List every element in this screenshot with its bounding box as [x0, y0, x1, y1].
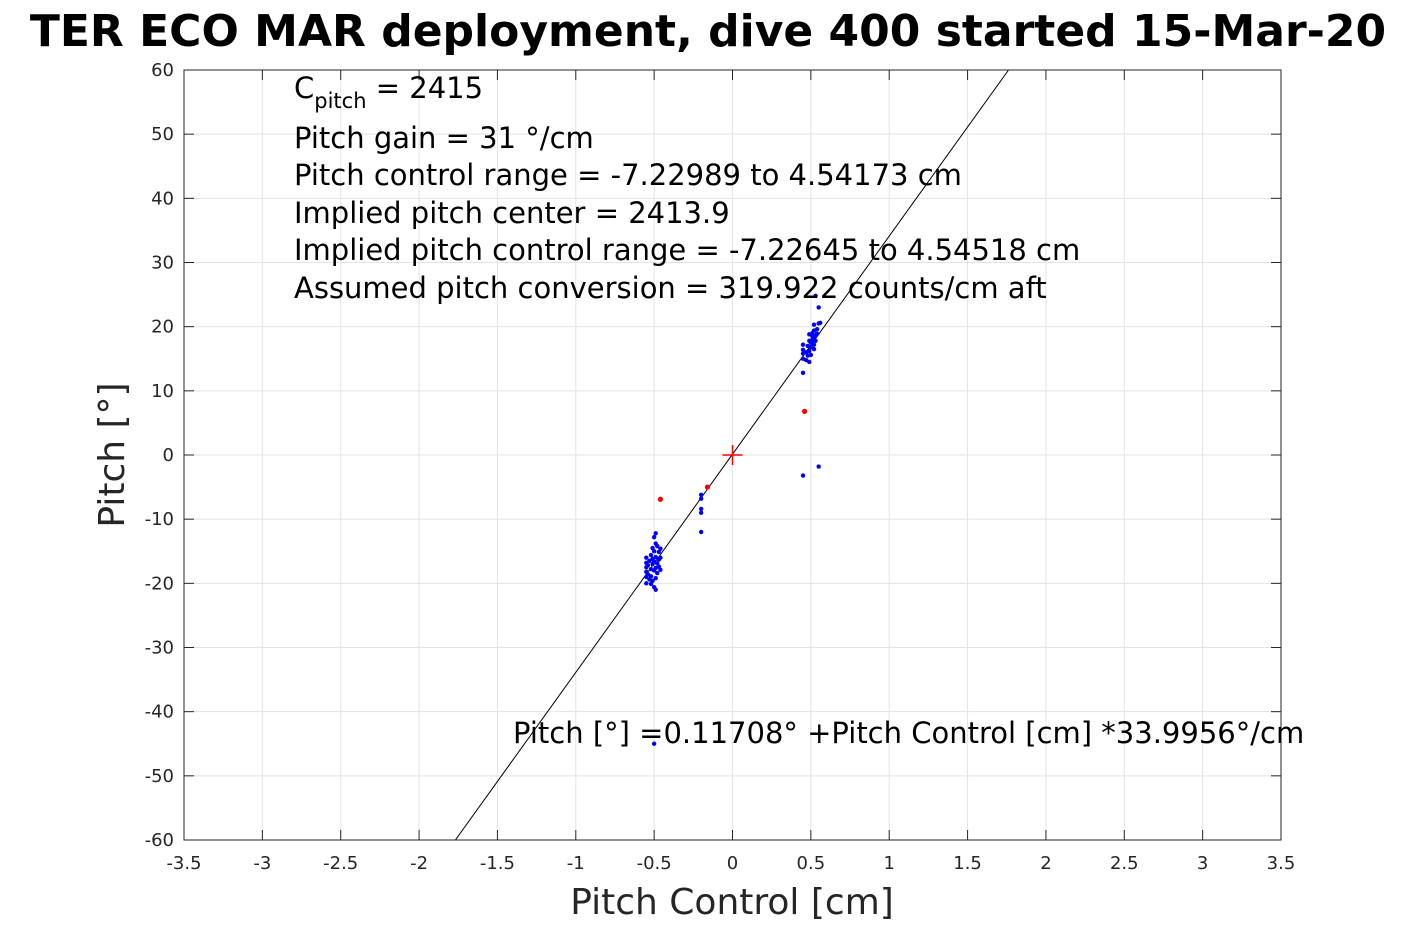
- data-point: [644, 581, 649, 586]
- data-point: [807, 359, 812, 365]
- y-tick-label: 10: [151, 381, 174, 402]
- annotation-pitch-subscript: pitch: [314, 89, 366, 113]
- data-point: [655, 543, 660, 549]
- y-tick-label: 0: [163, 445, 174, 466]
- data-point: [816, 464, 821, 469]
- y-tick-label: 40: [151, 188, 174, 209]
- annotation-implied-control-range: Implied pitch control range = -7.22645 t…: [294, 233, 1080, 267]
- x-tick-label: 0: [727, 853, 738, 874]
- data-point: [698, 506, 704, 512]
- data-point: [658, 567, 663, 573]
- data-point: [800, 347, 806, 352]
- data-point: [807, 348, 812, 354]
- y-tick-label: 30: [151, 253, 174, 274]
- y-tick-label: -40: [145, 702, 174, 723]
- annotation-c: C: [294, 71, 314, 105]
- data-point: [811, 342, 817, 347]
- data-point: [658, 555, 663, 560]
- data-point: [653, 554, 658, 560]
- annotation-pitch-control-range: Pitch control range = -7.22989 to 4.5417…: [294, 158, 962, 192]
- data-point: [655, 570, 660, 576]
- chart-title: TER ECO MAR deployment, dive 400 started…: [30, 6, 1386, 57]
- annotation-implied-pitch-center: Implied pitch center = 2413.9: [294, 196, 730, 230]
- x-tick-label: 2: [1040, 853, 1051, 874]
- annotation-pitch-gain: Pitch gain = 31 °/cm: [294, 121, 594, 155]
- y-tick-label: -60: [145, 830, 174, 851]
- data-point: [650, 578, 655, 583]
- x-tick-label: -2.5: [323, 853, 358, 874]
- data-point: [651, 549, 657, 554]
- x-tick-label: -2: [410, 853, 428, 874]
- y-tick-label: 50: [151, 124, 174, 145]
- data-point: [648, 574, 654, 579]
- data-point: [814, 327, 820, 332]
- data-point: [813, 293, 818, 299]
- data-point: [653, 576, 658, 581]
- data-point: [811, 322, 817, 327]
- data-point: [800, 342, 806, 347]
- data-point: [811, 346, 817, 352]
- x-tick-label: 3: [1197, 853, 1208, 874]
- x-tick-label: -1: [567, 853, 585, 874]
- y-axis-label: Pitch [°]: [92, 382, 133, 527]
- data-point: [800, 370, 806, 376]
- x-tick-label: -1.5: [480, 853, 515, 874]
- axis-ticks: -3.5 -3 -2.5 -2 -1.5 -1 -0.5 0 0.5 1 1.5 2 2.5 3 3.5 -6…: [145, 60, 1296, 874]
- data-point: [814, 331, 820, 336]
- data-point: [698, 529, 704, 535]
- center-marker: [722, 445, 743, 465]
- data-point: [644, 555, 649, 560]
- data-point: [648, 552, 654, 558]
- data-point: [698, 510, 704, 515]
- x-tick-label: 1: [883, 853, 894, 874]
- x-tick-label: -3: [253, 853, 271, 874]
- annotation-cpitch: Cpitch = 2415: [294, 71, 483, 113]
- annotation-fit-equation: Pitch [°] =0.11708° +Pitch Control [cm] …: [513, 716, 1304, 750]
- y-tick-label: -50: [145, 766, 174, 787]
- x-tick-label: -3.5: [166, 853, 201, 874]
- x-tick-label: 1.5: [953, 853, 982, 874]
- data-point: [653, 531, 658, 536]
- x-tick-label: 0.5: [797, 853, 826, 874]
- data-point: [645, 563, 651, 568]
- excluded-point: [704, 484, 711, 490]
- data-point: [651, 741, 657, 746]
- excluded-point: [657, 496, 664, 502]
- y-tick-label: -10: [145, 509, 174, 530]
- y-tick-label: -20: [145, 573, 174, 594]
- data-point: [813, 338, 818, 343]
- y-tick-label: 60: [151, 60, 174, 81]
- data-point: [651, 534, 657, 540]
- x-axis-label: Pitch Control [cm]: [570, 882, 894, 923]
- data-point: [816, 305, 821, 310]
- grid-lines: [183, 69, 1282, 841]
- data-point: [698, 496, 704, 501]
- data-point: [800, 473, 806, 478]
- y-tick-label: -30: [145, 638, 174, 659]
- x-tick-label: 2.5: [1110, 853, 1139, 874]
- data-point: [818, 320, 823, 326]
- annotation-cpitch-value: = 2415: [367, 71, 484, 105]
- data-point: [808, 352, 814, 358]
- x-tick-label: -0.5: [637, 853, 672, 874]
- data-point: [658, 546, 663, 551]
- annotation-assumed-conversion: Assumed pitch conversion = 319.922 count…: [294, 271, 1047, 305]
- data-point: [698, 492, 704, 497]
- excluded-point: [801, 408, 808, 414]
- x-tick-label: 3.5: [1267, 853, 1296, 874]
- y-tick-label: 20: [151, 317, 174, 338]
- data-point: [653, 587, 658, 592]
- plot-area: [454, 70, 1009, 840]
